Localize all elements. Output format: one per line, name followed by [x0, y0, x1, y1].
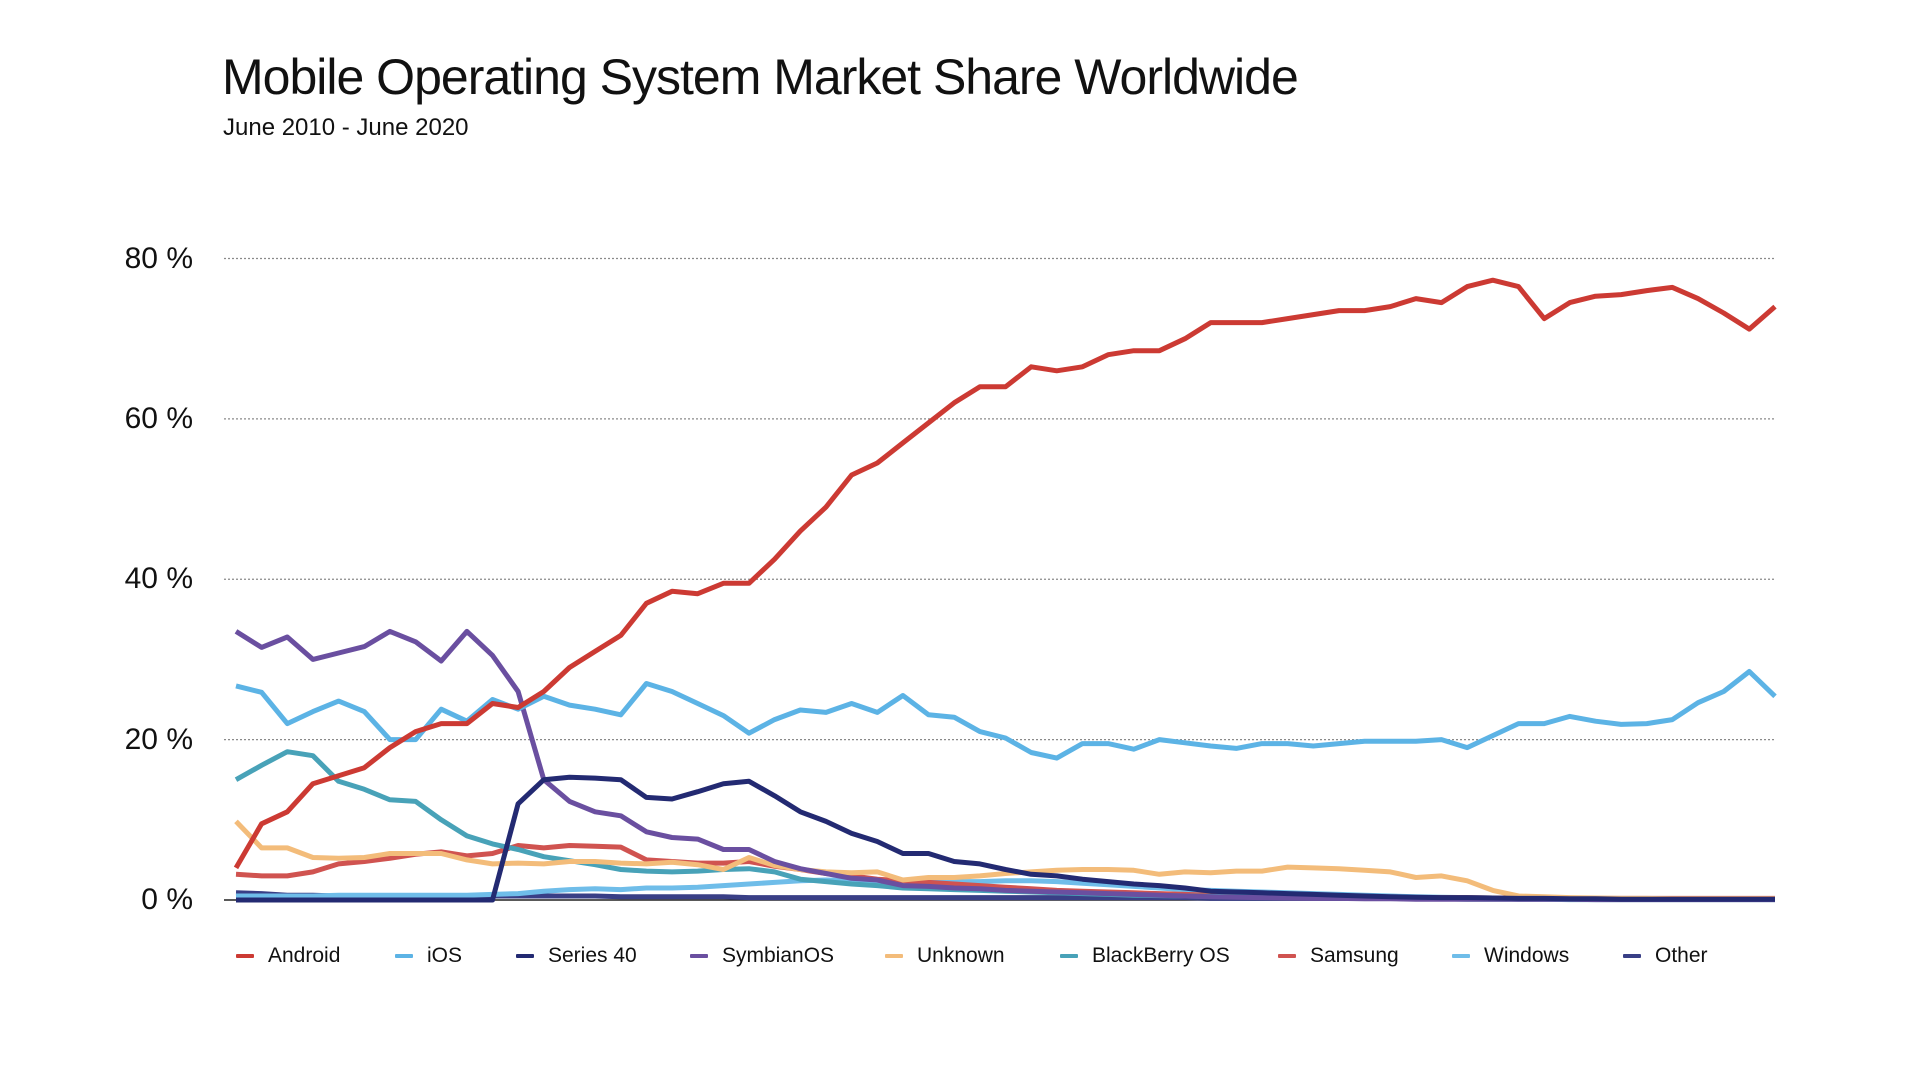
chart-title: Mobile Operating System Market Share Wor…	[222, 49, 1299, 105]
legend-swatch	[236, 954, 254, 958]
y-tick-label-0: 0 %	[141, 883, 193, 916]
y-tick-label-20: 20 %	[124, 722, 193, 756]
legend-item-ios[interactable]: iOS	[395, 944, 462, 968]
legend-item-windows[interactable]: Windows	[1452, 944, 1569, 968]
legend-label: SymbianOS	[722, 944, 835, 967]
legend-label: BlackBerry OS	[1092, 944, 1230, 967]
legend-item-unknown[interactable]: Unknown	[885, 944, 1005, 968]
legend: Android iOS Series 40 SymbianOS Unknown …	[0, 944, 1920, 974]
legend-item-samsung[interactable]: Samsung	[1278, 944, 1399, 968]
legend-swatch	[516, 954, 534, 958]
legend-swatch	[690, 954, 708, 958]
legend-item-android[interactable]: Android	[236, 944, 340, 968]
chart-subtitle: June 2010 - June 2020	[223, 114, 469, 141]
legend-swatch	[1623, 954, 1641, 958]
legend-label: iOS	[427, 944, 463, 967]
y-tick-label-40: 40 %	[124, 562, 193, 596]
legend-swatch	[1278, 954, 1296, 958]
legend-swatch	[885, 954, 903, 958]
y-tick-label-80: 80 %	[124, 241, 193, 275]
series-lines	[233, 277, 1777, 903]
legend-label: Series 40	[548, 944, 637, 967]
legend-swatch	[1060, 954, 1078, 958]
legend-label: Other	[1655, 944, 1708, 967]
legend-item-blackberry-os[interactable]: BlackBerry OS	[1060, 944, 1230, 968]
legend-label: Unknown	[917, 944, 1005, 967]
legend-swatch	[1452, 954, 1470, 958]
series-line-ios	[235, 669, 1777, 761]
gridlines	[224, 257, 1775, 901]
legend-item-other[interactable]: Other	[1623, 944, 1708, 968]
series-line-android	[233, 277, 1777, 870]
legend-item-symbianos[interactable]: SymbianOS	[690, 944, 834, 968]
legend-label: Windows	[1484, 944, 1570, 967]
series-line-series-40	[236, 774, 1775, 903]
legend-swatch	[395, 954, 413, 958]
legend-label: Samsung	[1310, 944, 1399, 967]
legend-item-series-40[interactable]: Series 40	[516, 944, 637, 968]
legend-label: Android	[268, 944, 341, 967]
series-line-blackberry-os	[234, 749, 1775, 903]
y-tick-label-60: 60 %	[124, 401, 193, 435]
